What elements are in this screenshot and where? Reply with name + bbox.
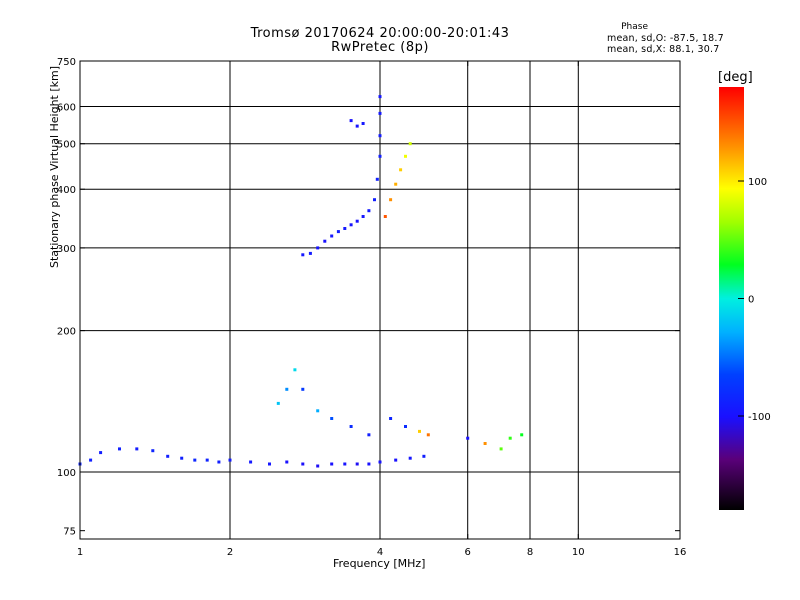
chart-title: Tromsø 20170624 20:00:00-20:01:43 xyxy=(250,26,510,41)
data-point xyxy=(361,122,365,125)
data-point xyxy=(205,458,209,462)
data-point xyxy=(336,230,340,234)
y-tick-label: 500 xyxy=(57,140,76,151)
data-point xyxy=(520,433,524,437)
data-point xyxy=(422,454,426,458)
data-point xyxy=(330,234,334,238)
data-point xyxy=(249,460,253,464)
data-point xyxy=(349,223,353,227)
data-point xyxy=(323,239,327,243)
data-point xyxy=(389,417,393,420)
x-tick-label: 8 xyxy=(527,547,533,558)
y-tick-label: 100 xyxy=(57,468,76,479)
data-point xyxy=(355,124,359,128)
data-point xyxy=(217,460,221,464)
data-point xyxy=(349,425,353,428)
data-point xyxy=(293,368,297,372)
data-point xyxy=(499,447,503,451)
phase-stats-x: mean, sd,X: 88.1, 30.7 xyxy=(607,44,720,55)
data-point xyxy=(508,436,512,440)
data-point xyxy=(394,182,398,186)
data-point xyxy=(193,458,197,462)
data-point xyxy=(301,253,305,257)
data-point xyxy=(349,119,353,123)
data-point xyxy=(330,462,334,466)
data-point xyxy=(301,387,305,391)
x-tick-label: 10 xyxy=(572,547,585,558)
data-point xyxy=(404,425,407,428)
data-point xyxy=(378,154,382,158)
chart-subtitle: RwPretec (8p) xyxy=(331,40,429,55)
data-point xyxy=(367,209,371,213)
data-point xyxy=(355,462,359,466)
x-tick-label: 6 xyxy=(465,547,471,558)
y-tick-label: 400 xyxy=(57,185,76,196)
x-tick-label: 16 xyxy=(674,547,687,558)
data-point xyxy=(466,436,470,440)
data-point xyxy=(378,95,382,99)
colorbar-tick-label: -100 xyxy=(748,412,771,423)
data-point xyxy=(375,177,379,181)
data-point xyxy=(394,458,398,462)
data-point xyxy=(330,417,334,420)
data-point xyxy=(316,246,320,250)
y-tick-label: 300 xyxy=(57,244,76,255)
data-point xyxy=(378,134,382,138)
data-point xyxy=(399,168,403,172)
data-point xyxy=(378,460,382,464)
data-point xyxy=(426,433,430,437)
data-point xyxy=(343,462,347,466)
phase-stats-header: Phase xyxy=(621,22,648,32)
x-tick-label: 4 xyxy=(377,547,383,558)
y-tick-label: 75 xyxy=(63,527,76,538)
data-point xyxy=(118,447,121,451)
data-point xyxy=(383,215,387,218)
data-point xyxy=(389,198,393,202)
colorbar-tick-label: 100 xyxy=(748,177,767,188)
phase-stats-o: mean, sd,O: -87.5, 18.7 xyxy=(607,33,724,44)
data-point xyxy=(408,456,412,460)
data-point xyxy=(285,387,289,391)
data-point xyxy=(378,111,382,115)
data-point xyxy=(301,462,305,466)
data-point xyxy=(180,456,184,460)
data-point xyxy=(151,449,155,453)
data-point xyxy=(276,401,280,405)
x-tick-label: 2 xyxy=(227,547,233,558)
y-tick-label: 600 xyxy=(57,103,76,114)
data-point xyxy=(316,409,320,413)
data-point xyxy=(355,219,359,223)
x-axis-label: Frequency [MHz] xyxy=(333,557,426,570)
data-point xyxy=(343,227,347,230)
colorbar-label: [deg] xyxy=(718,70,753,85)
data-point xyxy=(408,142,412,146)
data-point xyxy=(483,442,487,445)
data-point xyxy=(316,464,320,468)
x-tick-label: 1 xyxy=(77,547,83,558)
data-point xyxy=(373,198,376,202)
data-point xyxy=(89,458,93,462)
data-point xyxy=(228,458,232,462)
y-tick-label: 750 xyxy=(57,57,76,68)
data-point xyxy=(367,433,371,437)
data-point xyxy=(418,429,421,433)
data-point xyxy=(285,460,289,464)
data-point xyxy=(268,462,271,466)
colorbar-tick-label: 0 xyxy=(748,295,754,306)
data-point xyxy=(308,251,312,255)
data-point xyxy=(135,447,139,451)
data-point xyxy=(166,454,170,458)
data-point xyxy=(99,451,103,455)
data-point xyxy=(404,154,407,158)
data-point xyxy=(367,462,371,466)
y-tick-label: 200 xyxy=(57,327,76,338)
data-point xyxy=(361,215,365,218)
